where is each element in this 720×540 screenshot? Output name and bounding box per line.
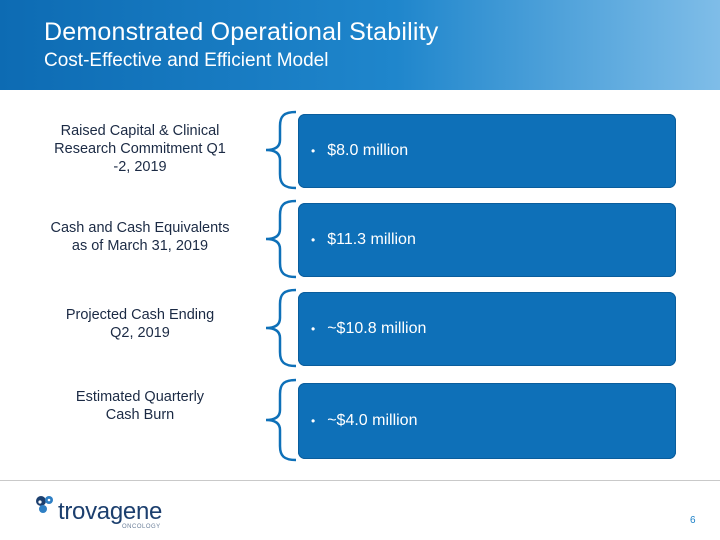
dna-molecule-icon bbox=[36, 496, 53, 513]
logo-wordmark: trovagene bbox=[58, 498, 163, 525]
value-box-cash-equivalents: • $11.3 million bbox=[298, 203, 676, 277]
bullet-icon: • bbox=[311, 414, 316, 428]
page-number: 6 bbox=[690, 515, 696, 526]
row-label-raised-capital: Raised Capital & Clinical Research Commi… bbox=[54, 123, 226, 175]
slide-title: Demonstrated Operational Stability bbox=[44, 18, 439, 46]
left-brace-icon bbox=[265, 199, 297, 279]
row-label-projected-cash: Projected Cash Ending Q2, 2019 bbox=[65, 307, 215, 341]
value-box-projected-cash: • ~$10.8 million bbox=[298, 292, 676, 366]
row-label-cash-equivalents: Cash and Cash Equivalents as of March 31… bbox=[50, 220, 230, 254]
bullet-icon: • bbox=[311, 322, 316, 336]
left-brace-icon bbox=[265, 378, 297, 462]
left-brace-icon bbox=[265, 288, 297, 368]
slide-subtitle: Cost-Effective and Efficient Model bbox=[44, 50, 329, 71]
bullet-icon: • bbox=[311, 144, 316, 158]
logo-tagline: ONCOLOGY bbox=[122, 524, 161, 530]
slide-header: Demonstrated Operational Stability Cost-… bbox=[0, 0, 720, 90]
value-text: $8.0 million bbox=[327, 142, 409, 159]
value-box-quarterly-burn: • ~$4.0 million bbox=[298, 383, 676, 459]
value-box-raised-capital: • $8.0 million bbox=[298, 114, 676, 188]
footer-divider bbox=[0, 480, 720, 481]
company-logo: trovagene ONCOLOGY bbox=[34, 494, 194, 532]
value-text: $11.3 million bbox=[327, 231, 416, 248]
row-label-quarterly-burn: Estimated Quarterly Cash Burn bbox=[75, 389, 205, 423]
value-text: ~$4.0 million bbox=[327, 412, 418, 429]
bullet-icon: • bbox=[311, 233, 316, 247]
value-text: ~$10.8 million bbox=[327, 320, 427, 337]
left-brace-icon bbox=[265, 110, 297, 190]
